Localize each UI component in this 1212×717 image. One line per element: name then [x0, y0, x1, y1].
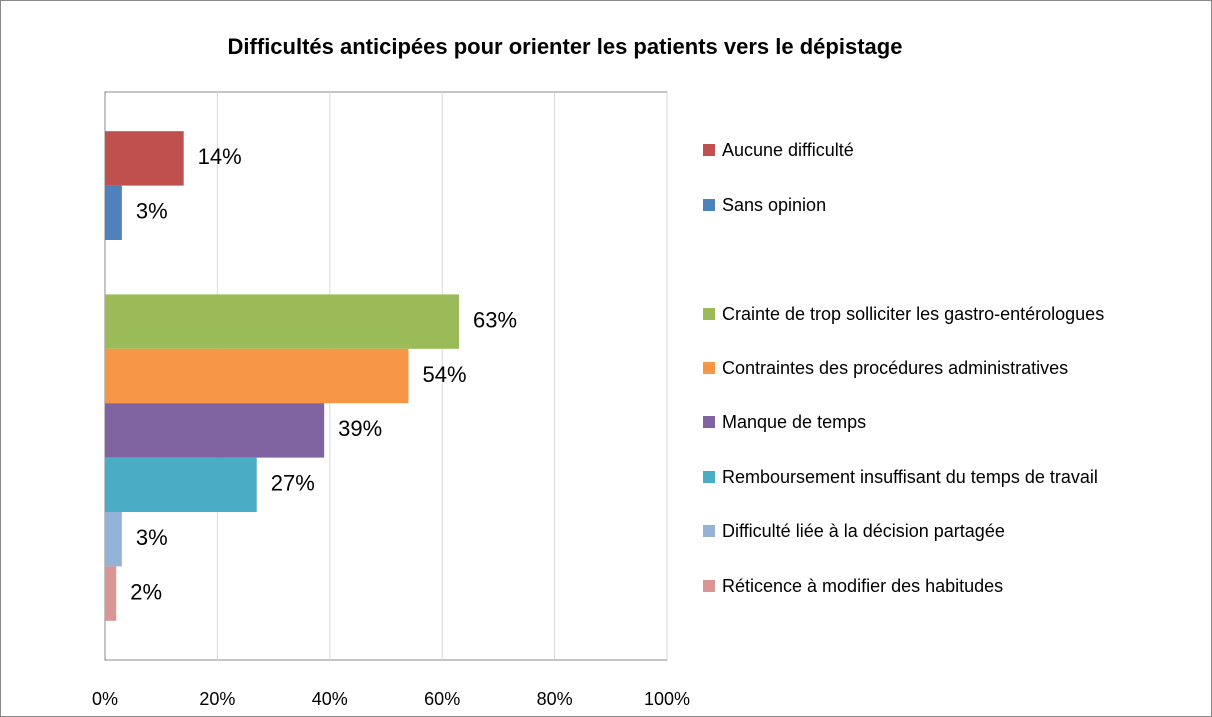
data-label: 63% [473, 307, 517, 332]
legend-swatch [703, 307, 715, 320]
bar [105, 131, 184, 186]
bar [105, 403, 325, 458]
bar [105, 566, 117, 621]
data-label: 14% [198, 144, 242, 169]
legend-swatch [703, 198, 715, 211]
bar [105, 457, 257, 512]
legend-label: Crainte de trop solliciter les gastro-en… [722, 303, 1105, 324]
legend-swatch [703, 362, 715, 374]
legend-swatch [703, 416, 715, 429]
data-label: 54% [422, 362, 466, 387]
bar [105, 294, 460, 349]
legend-swatch [703, 144, 715, 157]
legend-label: Aucune difficulté [722, 140, 854, 161]
bar [105, 185, 122, 240]
data-label: 39% [338, 416, 382, 441]
legend-label: Manque de temps [722, 412, 867, 433]
chart-title: Difficultés anticipées pour orienter les… [228, 34, 903, 59]
x-tick-label: 60% [424, 689, 460, 709]
legend-swatch [703, 525, 715, 538]
data-label: 3% [136, 525, 168, 550]
legend-swatch [703, 579, 715, 592]
legend-swatch [703, 470, 715, 483]
data-label: 27% [271, 471, 315, 496]
legend-label: Sans opinion [722, 194, 827, 215]
data-label: 2% [130, 579, 162, 604]
x-tick-label: 20% [199, 689, 235, 709]
x-tick-label: 80% [537, 689, 573, 709]
legend-label: Difficulté liée à la décision partagée [722, 521, 1005, 542]
x-tick-label: 40% [312, 689, 348, 709]
legend-label: Remboursement insuffisant du temps de tr… [722, 466, 1098, 487]
bar [105, 512, 122, 567]
x-tick-label: 0% [92, 689, 118, 709]
data-label: 3% [136, 199, 168, 224]
x-tick-label: 100% [644, 689, 690, 709]
legend-label: Réticence à modifier des habitudes [722, 575, 1004, 596]
bar [105, 348, 409, 404]
legend-label: Contraintes des procédures administrativ… [722, 358, 1069, 378]
